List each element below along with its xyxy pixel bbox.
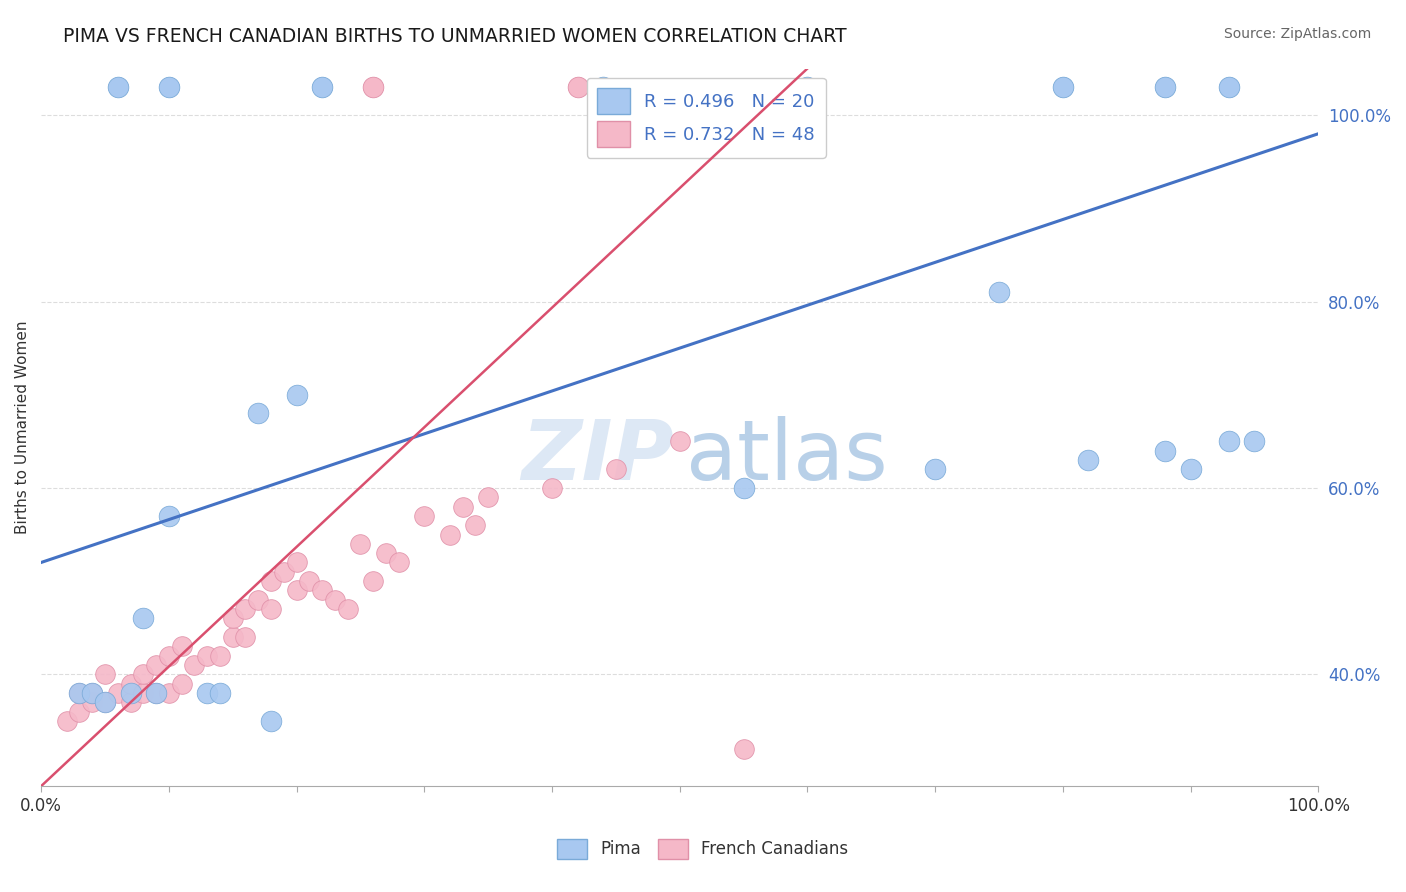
Point <box>733 742 755 756</box>
Point <box>1154 80 1177 95</box>
Point <box>247 406 270 420</box>
Point <box>273 565 295 579</box>
Point <box>285 556 308 570</box>
Point <box>605 462 627 476</box>
Point <box>464 518 486 533</box>
Point <box>439 527 461 541</box>
Point <box>145 686 167 700</box>
Point <box>145 658 167 673</box>
Point <box>1218 434 1240 449</box>
Point <box>82 686 104 700</box>
Point <box>451 500 474 514</box>
Text: Source: ZipAtlas.com: Source: ZipAtlas.com <box>1223 27 1371 41</box>
Point <box>157 508 180 523</box>
Point <box>988 285 1011 300</box>
Point <box>361 80 384 95</box>
Point <box>107 686 129 700</box>
Point <box>477 490 499 504</box>
Y-axis label: Births to Unmarried Women: Births to Unmarried Women <box>15 320 30 534</box>
Point <box>170 676 193 690</box>
Point <box>733 481 755 495</box>
Point <box>311 80 333 95</box>
Point <box>349 537 371 551</box>
Point <box>157 80 180 95</box>
Point <box>132 686 155 700</box>
Point <box>170 640 193 654</box>
Point <box>1154 443 1177 458</box>
Legend: R = 0.496   N = 20, R = 0.732   N = 48: R = 0.496 N = 20, R = 0.732 N = 48 <box>586 78 825 158</box>
Point <box>55 714 77 728</box>
Point <box>361 574 384 588</box>
Point <box>374 546 396 560</box>
Point <box>67 686 90 700</box>
Point <box>82 695 104 709</box>
Legend: Pima, French Canadians: Pima, French Canadians <box>551 832 855 866</box>
Point <box>285 583 308 598</box>
Point <box>260 714 283 728</box>
Text: atlas: atlas <box>686 416 887 497</box>
Point <box>924 462 946 476</box>
Point <box>1180 462 1202 476</box>
Point <box>195 686 218 700</box>
Point <box>336 602 359 616</box>
Point <box>120 686 142 700</box>
Text: PIMA VS FRENCH CANADIAN BIRTHS TO UNMARRIED WOMEN CORRELATION CHART: PIMA VS FRENCH CANADIAN BIRTHS TO UNMARR… <box>63 27 846 45</box>
Point <box>221 611 243 625</box>
Point <box>260 574 283 588</box>
Point <box>120 676 142 690</box>
Point <box>311 583 333 598</box>
Point <box>298 574 321 588</box>
Point <box>208 686 231 700</box>
Point <box>413 508 436 523</box>
Point <box>235 602 257 616</box>
Point <box>592 80 614 95</box>
Point <box>67 705 90 719</box>
Point <box>260 602 283 616</box>
Point <box>388 556 411 570</box>
Point <box>145 686 167 700</box>
Point <box>107 80 129 95</box>
Point <box>94 667 117 681</box>
Point <box>668 434 690 449</box>
Point <box>796 80 818 95</box>
Point <box>247 592 270 607</box>
Point <box>183 658 205 673</box>
Point <box>1243 434 1265 449</box>
Point <box>195 648 218 663</box>
Point <box>132 667 155 681</box>
Point <box>67 686 90 700</box>
Point <box>285 388 308 402</box>
Point <box>1077 453 1099 467</box>
Point <box>1052 80 1074 95</box>
Point <box>120 695 142 709</box>
Point <box>541 481 564 495</box>
Point <box>94 695 117 709</box>
Point <box>221 630 243 644</box>
Point <box>157 686 180 700</box>
Point <box>1218 80 1240 95</box>
Point <box>323 592 346 607</box>
Point <box>208 648 231 663</box>
Point <box>94 695 117 709</box>
Point <box>132 611 155 625</box>
Text: ZIP: ZIP <box>520 416 673 497</box>
Point <box>235 630 257 644</box>
Point <box>82 686 104 700</box>
Point <box>157 648 180 663</box>
Point <box>567 80 589 95</box>
